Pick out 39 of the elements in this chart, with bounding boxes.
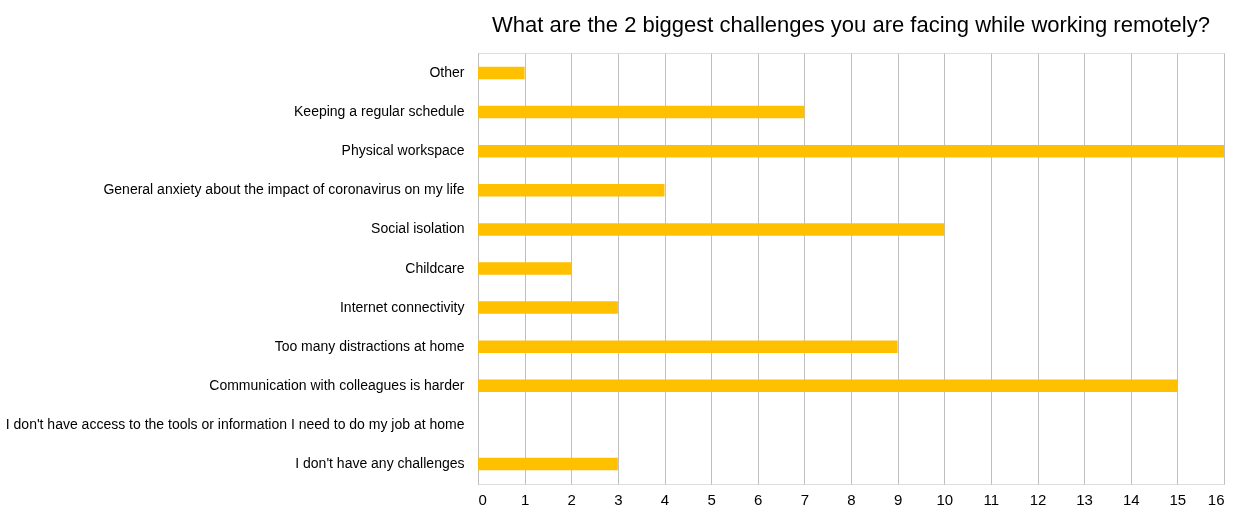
- y-tick-label: Internet connectivity: [339, 298, 465, 315]
- y-tick-label: Physical workspace: [341, 142, 465, 159]
- y-tick-label: Communication with colleagues is harder: [209, 376, 465, 393]
- x-tick-label: 16: [1207, 490, 1225, 508]
- x-tick-label: 8: [847, 490, 856, 508]
- y-tick-label: I don't have any challenges: [295, 455, 465, 472]
- y-tick-label: I don't have access to the tools or information I need to do my job at home: [5, 415, 465, 432]
- x-tick-label: 13: [1076, 490, 1093, 508]
- bar: [478, 144, 1224, 158]
- bar: [478, 223, 945, 236]
- x-tick-label: 12: [1029, 490, 1047, 508]
- x-tick-label: 9: [893, 490, 903, 508]
- bar: [478, 66, 525, 80]
- y-tick-label: Too many distractions at home: [274, 337, 465, 354]
- x-tick-label: 6: [754, 490, 763, 508]
- bar: [478, 340, 898, 353]
- bar: [478, 457, 618, 471]
- x-tick-label: 0: [478, 490, 487, 508]
- x-tick-label: 4: [660, 490, 670, 508]
- y-tick-label: Childcare: [405, 259, 465, 276]
- bar: [478, 262, 572, 275]
- x-tick-label: 7: [800, 490, 810, 508]
- x-tick-label: 5: [707, 490, 716, 508]
- chart-title: What are the 2 biggest challenges you are facing while working remotely?: [492, 12, 1210, 37]
- x-tick-label: 14: [1122, 490, 1140, 508]
- x-tick-label: 10: [936, 490, 954, 508]
- x-tick-label: 15: [1169, 490, 1187, 508]
- bar: [478, 379, 1178, 393]
- x-tick-label: 11: [983, 490, 1000, 508]
- y-tick-label: Keeping a regular schedule: [294, 103, 465, 120]
- y-tick-label: Other: [429, 63, 465, 80]
- bar: [478, 301, 618, 314]
- bar: [478, 105, 805, 119]
- x-tick-label: 2: [567, 490, 576, 508]
- x-tick-label: 3: [614, 490, 623, 508]
- y-tick-label: General anxiety about the impact of coronavirus on my life: [103, 181, 465, 198]
- y-tick-label: Social isolation: [371, 220, 465, 237]
- x-tick-label: 1: [520, 490, 530, 508]
- bar: [478, 184, 665, 197]
